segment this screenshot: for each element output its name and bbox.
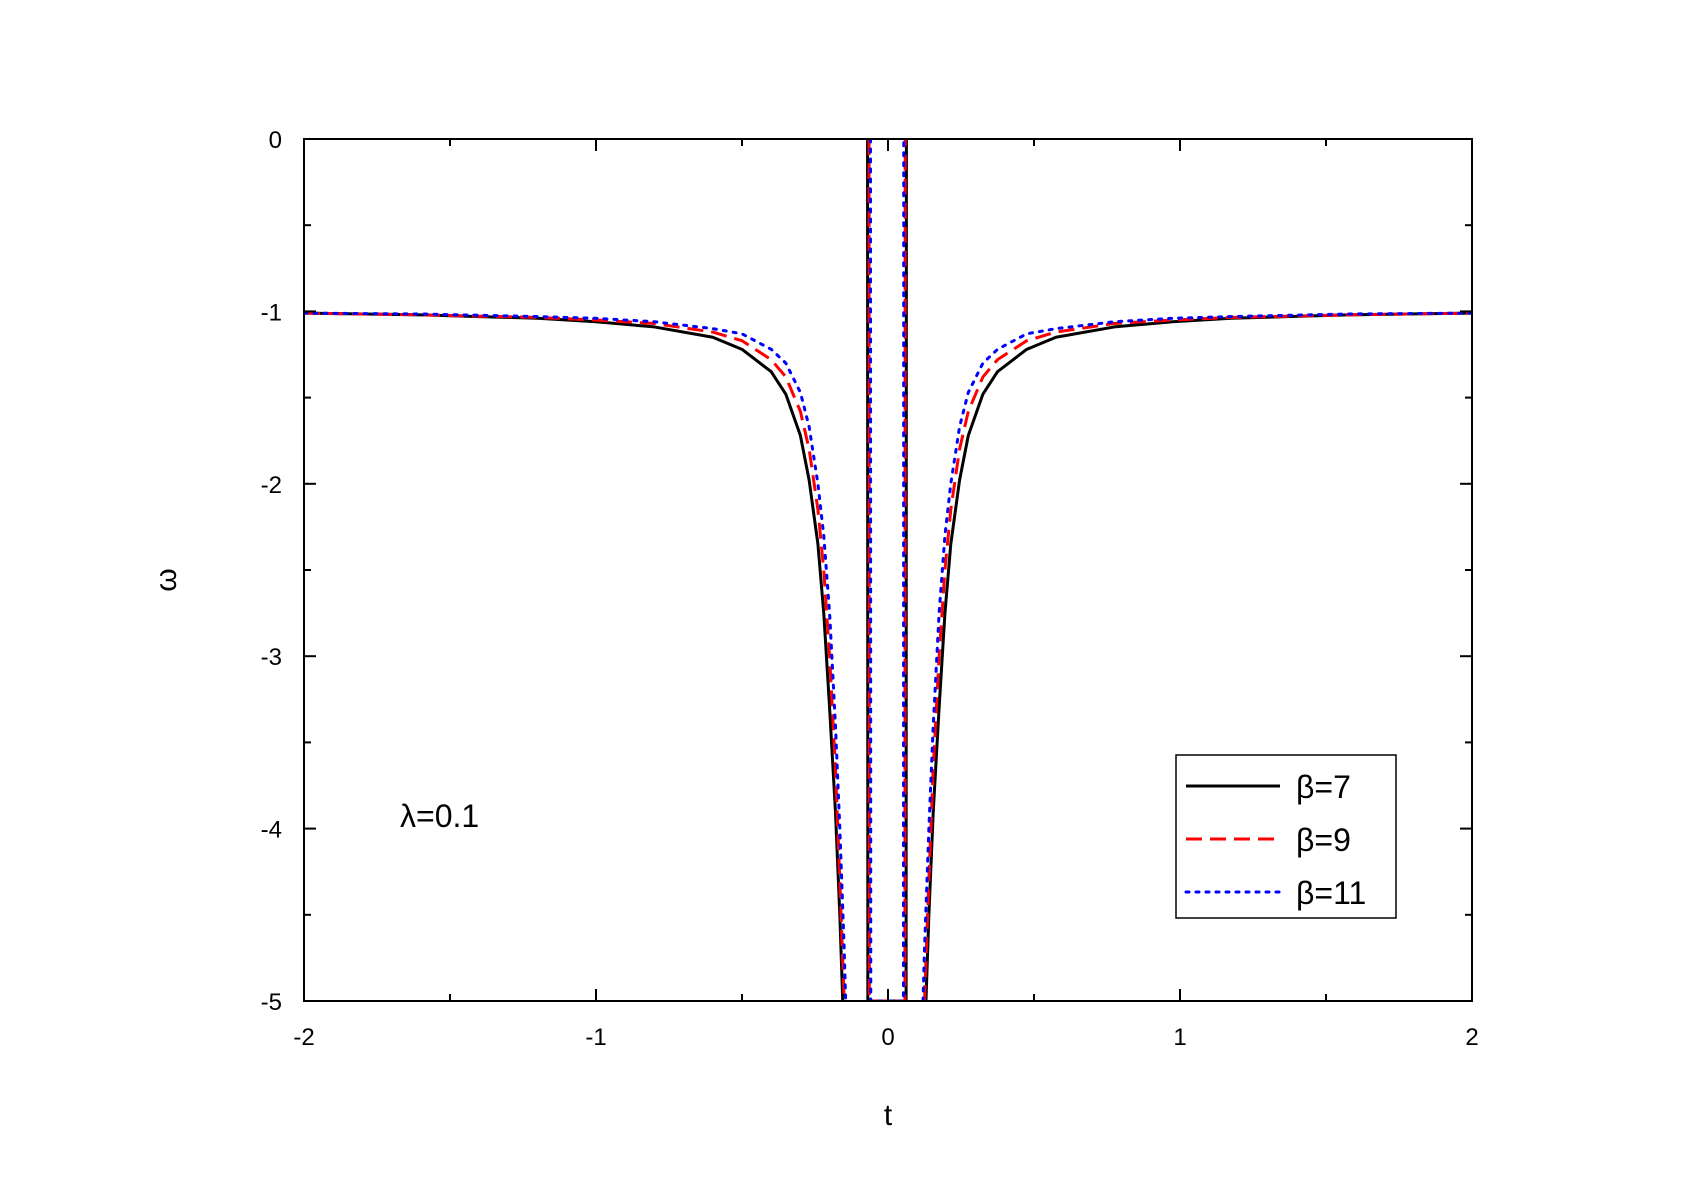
- series-line-3-right-branch: [921, 311, 1472, 1001]
- y-tick-label: 0: [269, 127, 282, 154]
- series-line-3-center-branch: [868, 139, 906, 1001]
- legend-label-2: β=9: [1296, 822, 1351, 858]
- lambda-annotation: λ=0.1: [400, 798, 479, 834]
- y-tick-label: -2: [261, 472, 282, 499]
- y-tick-label: -3: [261, 644, 282, 671]
- tick-labels: -2 -1 0 1 2 0 -1 -2 -3 -4 -5: [261, 127, 1479, 1051]
- x-tick-label: -2: [293, 1024, 314, 1051]
- legend: β=7 β=9 β=11: [1175, 754, 1397, 919]
- series-layer: [304, 139, 1472, 1001]
- ticks-layer: [303, 138, 1473, 1002]
- y-axis-title: ω: [150, 568, 183, 591]
- x-axis-title: t: [884, 1099, 893, 1132]
- y-tick-label: -4: [261, 817, 282, 844]
- y-tick-label: -5: [261, 989, 282, 1016]
- series-line-3-left-branch: [304, 311, 848, 1001]
- x-tick-label: -1: [585, 1024, 606, 1051]
- legend-label-1: β=7: [1296, 769, 1351, 805]
- series-line-2-right-branch: [923, 311, 1472, 1001]
- series-line-1-left-branch: [304, 311, 845, 1001]
- series-line-1-center-branch: [866, 139, 908, 1001]
- legend-label-3: β=11: [1296, 875, 1366, 911]
- y-tick-label: -1: [261, 299, 282, 326]
- x-tick-label: 2: [1465, 1024, 1478, 1051]
- x-tick-label: 1: [1173, 1024, 1186, 1051]
- series-line-2-left-branch: [304, 311, 846, 1001]
- x-tick-label: 0: [881, 1024, 894, 1051]
- series-line-2-center-branch: [867, 139, 907, 1001]
- legend-box: [1175, 754, 1397, 919]
